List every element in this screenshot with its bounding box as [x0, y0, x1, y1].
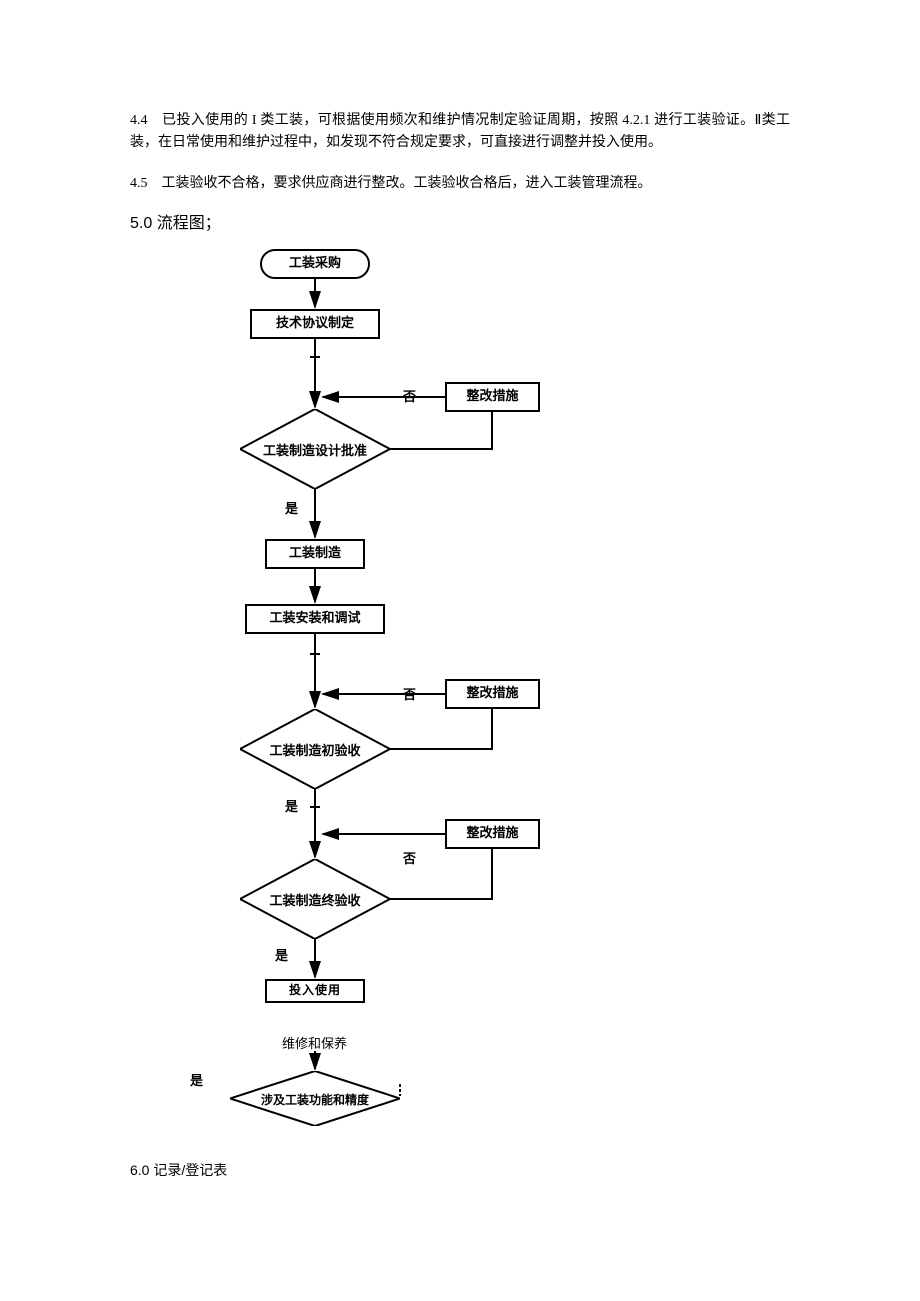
node-rectify-2: 整改措施 — [445, 679, 540, 709]
node-purchase-label: 工装采购 — [289, 253, 341, 274]
node-put-in-use-label: 投入使用 — [289, 981, 341, 1000]
node-tech-agreement-label: 技术协议制定 — [276, 313, 354, 334]
label-no-3: 否 — [403, 849, 416, 870]
node-rectify-3: 整改措施 — [445, 819, 540, 849]
paragraph-4-5: 4.5 工装验收不合格，要求供应商进行整改。工装验收合格后，进入工装管理流程。 — [130, 173, 790, 195]
label-no-2: 否 — [403, 685, 416, 706]
node-manufacture-label: 工装制造 — [289, 543, 341, 564]
node-tech-agreement: 技术协议制定 — [250, 309, 380, 339]
section-5-heading: 5.0 流程图； — [130, 211, 790, 237]
node-final-accept-label: 工装制造终验收 — [240, 891, 390, 912]
label-yes-3: 是 — [275, 946, 288, 967]
node-design-approve-label: 工装制造设计批准 — [240, 441, 390, 462]
node-install-debug: 工装安装和调试 — [245, 604, 385, 634]
node-put-in-use: 投入使用 — [265, 979, 365, 1003]
node-final-accept: 工装制造终验收 — [240, 859, 390, 939]
flowchart-container: 工装采购 技术协议制定 工装制造设计批准 整改措施 工装制造 工装安装和调试 工… — [170, 249, 570, 1129]
node-rectify-2-label: 整改措施 — [466, 683, 518, 704]
node-purchase: 工装采购 — [260, 249, 370, 279]
node-design-approve: 工装制造设计批准 — [240, 409, 390, 489]
label-yes-1: 是 — [285, 499, 298, 520]
node-initial-accept-label: 工装制造初验收 — [240, 741, 390, 762]
node-involves-precision-label: 涉及工装功能和精度 — [230, 1091, 400, 1110]
label-no-1: 否 — [403, 387, 416, 408]
node-maintenance-text: 维修和保养 — [282, 1034, 347, 1055]
label-yes-4: 是 — [190, 1071, 203, 1092]
node-rectify-1-label: 整改措施 — [466, 386, 518, 407]
node-manufacture: 工装制造 — [265, 539, 365, 569]
label-yes-2: 是 — [285, 797, 298, 818]
node-rectify-3-label: 整改措施 — [466, 823, 518, 844]
node-install-debug-label: 工装安装和调试 — [269, 608, 360, 629]
node-initial-accept: 工装制造初验收 — [240, 709, 390, 789]
node-involves-precision: 涉及工装功能和精度 — [230, 1071, 400, 1126]
node-rectify-1: 整改措施 — [445, 382, 540, 412]
paragraph-4-4: 4.4 已投入使用的 I 类工装，可根据使用频次和维护情况制定验证周期，按照 4… — [130, 110, 790, 155]
section-6-heading: 6.0 记录/登记表 — [130, 1159, 790, 1181]
